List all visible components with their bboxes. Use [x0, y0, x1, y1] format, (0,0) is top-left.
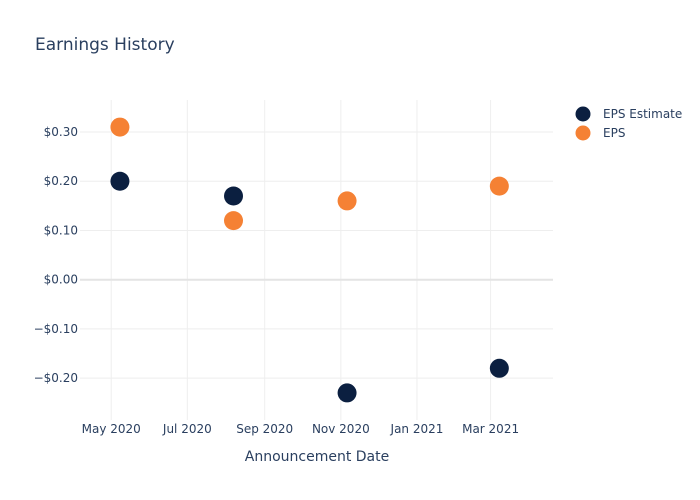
x-tick-label: Jul 2020: [162, 422, 212, 436]
legend-marker: [575, 125, 591, 141]
eps-point[interactable]: [489, 176, 509, 196]
y-tick-label: $0.10: [44, 223, 78, 237]
legend-marker: [575, 106, 591, 122]
eps-point[interactable]: [224, 211, 244, 231]
legend: EPS Estimate EPS: [575, 106, 682, 141]
marker-layer: [110, 117, 509, 403]
grid-layer: [80, 100, 553, 420]
y-tick-label: $0.00: [44, 273, 78, 287]
x-tick-label: Mar 2021: [462, 422, 519, 436]
y-tick-label: −$0.20: [34, 371, 78, 385]
y-tick-label: −$0.10: [34, 322, 78, 336]
x-tick-label: Nov 2020: [312, 422, 370, 436]
eps-estimate-point[interactable]: [110, 171, 130, 191]
eps-estimate-point[interactable]: [224, 186, 244, 206]
y-tick-label: $0.30: [44, 125, 78, 139]
tick-layer: May 2020 Jul 2020 Sep 2020 Nov 2020 Jan 2021…: [34, 125, 520, 436]
x-tick-label: May 2020: [82, 422, 141, 436]
legend-label: EPS Estimate: [603, 107, 682, 121]
chart-title: Earnings History: [35, 35, 175, 55]
x-tick-label: Jan 2021: [390, 422, 444, 436]
x-tick-label: Sep 2020: [236, 422, 293, 436]
eps-estimate-point[interactable]: [489, 358, 509, 378]
legend-label: EPS: [603, 126, 625, 140]
eps-point[interactable]: [110, 117, 130, 137]
eps-estimate-point[interactable]: [337, 383, 357, 403]
x-axis-title: Announcement Date: [245, 449, 389, 465]
y-tick-label: $0.20: [44, 174, 78, 188]
eps-point[interactable]: [337, 191, 357, 211]
